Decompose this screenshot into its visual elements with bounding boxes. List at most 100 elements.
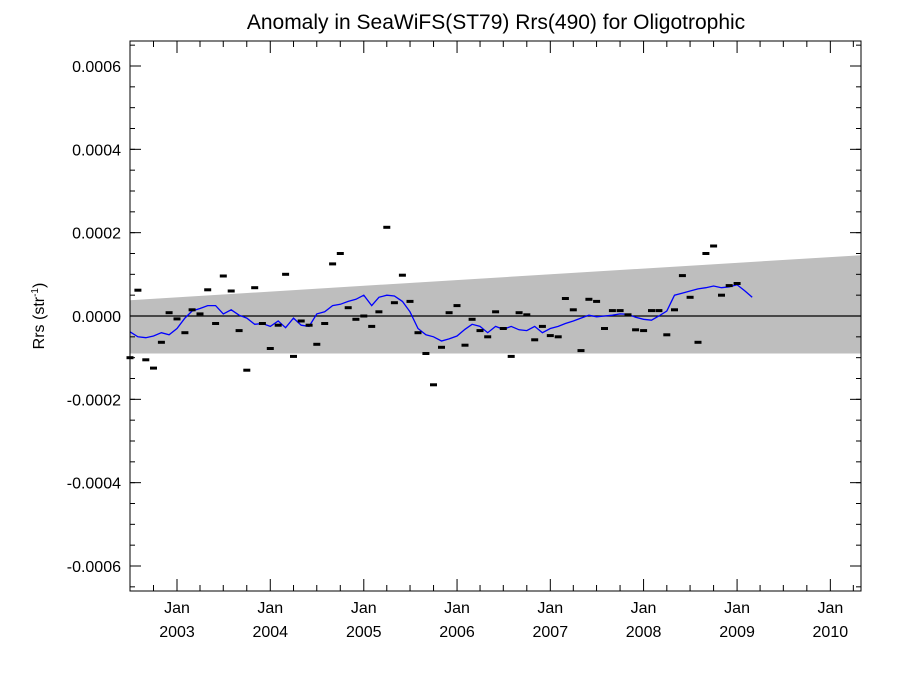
chart-title: Anomaly in SeaWiFS(ST79) Rrs(490) for Ol…: [247, 11, 745, 34]
data-point-1: [134, 288, 142, 292]
data-point-41: [445, 311, 453, 315]
data-point-38: [422, 352, 430, 355]
x-tick-month-label: Jan: [724, 600, 750, 617]
data-point-7: [181, 331, 189, 335]
x-tick-month-label: Jan: [257, 600, 283, 617]
data-point-3: [150, 366, 157, 370]
data-point-51: [523, 313, 531, 317]
data-point-77: [725, 284, 733, 288]
x-tick-year-label: 2007: [533, 624, 569, 641]
y-tick-label: 0.0006: [72, 59, 121, 76]
data-point-71: [678, 274, 686, 278]
data-point-72: [686, 295, 694, 299]
data-point-48: [499, 327, 507, 330]
data-point-39: [430, 383, 437, 387]
data-point-46: [484, 335, 492, 339]
data-point-20: [282, 272, 290, 276]
data-point-21: [290, 354, 297, 358]
data-point-60: [593, 299, 601, 303]
data-point-68: [655, 309, 663, 313]
data-point-4: [157, 340, 165, 344]
data-point-17: [258, 322, 266, 325]
x-tick-month-label: Jan: [817, 600, 843, 617]
y-axis-label-main: Rrs (str: [31, 296, 48, 349]
data-point-70: [671, 308, 678, 312]
data-point-16: [251, 286, 259, 290]
data-point-49: [507, 354, 515, 358]
data-point-23: [305, 323, 313, 327]
data-point-12: [219, 274, 227, 278]
data-point-9: [196, 312, 204, 316]
data-point-33: [383, 225, 391, 229]
data-point-25: [321, 322, 329, 325]
x-tick-month-label: Jan: [444, 600, 470, 617]
x-tick-year-label: 2010: [813, 624, 849, 641]
x-tick-month-label: Jan: [164, 600, 190, 617]
data-point-6: [173, 317, 181, 321]
y-tick-label: 0.0004: [72, 142, 121, 159]
data-point-15: [243, 368, 251, 372]
data-point-31: [368, 324, 376, 328]
data-point-65: [632, 328, 640, 332]
y-tick-label: 0.0000: [72, 309, 121, 326]
data-point-75: [710, 244, 718, 248]
y-tick-label: 0.0002: [72, 226, 121, 243]
data-point-59: [585, 297, 593, 301]
data-point-35: [398, 273, 406, 277]
data-point-53: [538, 324, 546, 328]
data-point-22: [297, 319, 305, 323]
data-point-57: [569, 308, 577, 312]
data-point-73: [694, 340, 702, 344]
y-tick-label: -0.0002: [67, 392, 121, 409]
data-point-67: [648, 309, 655, 313]
y-axis-label-superscript: -1: [30, 288, 41, 297]
data-point-47: [492, 310, 500, 314]
data-points-layer: [126, 225, 741, 387]
y-axis-label-end: ): [31, 283, 48, 288]
data-point-58: [577, 349, 585, 353]
x-tick-year-label: 2004: [252, 624, 288, 641]
data-point-29: [352, 317, 360, 321]
data-point-40: [438, 345, 445, 349]
data-point-37: [414, 331, 422, 335]
data-point-13: [227, 289, 235, 293]
data-point-76: [718, 293, 725, 297]
data-point-30: [360, 314, 368, 318]
x-tick-month-label: Jan: [351, 600, 377, 617]
x-tick-month-label: Jan: [631, 600, 657, 617]
y-tick-label: -0.0006: [67, 559, 121, 576]
y-tick-label: -0.0004: [67, 476, 121, 493]
data-point-36: [406, 299, 414, 303]
x-axis-ticks: Jan 2003 Jan 2004 Jan 2005 Jan 2006 Jan 2007 Jan 20…: [159, 41, 848, 641]
data-point-14: [235, 329, 243, 333]
data-point-32: [375, 310, 383, 314]
trend-line-layer: [129, 284, 753, 342]
data-point-5: [165, 311, 173, 315]
data-point-11: [212, 322, 220, 325]
x-tick-year-label: 2009: [719, 624, 755, 641]
data-point-28: [344, 306, 352, 310]
x-tick-year-label: 2005: [346, 624, 382, 641]
data-point-26: [329, 262, 337, 266]
data-point-2: [142, 358, 150, 362]
confidence-band: [130, 255, 861, 354]
data-point-52: [531, 338, 539, 342]
data-point-63: [616, 309, 624, 313]
data-point-69: [663, 333, 671, 337]
data-point-54: [546, 334, 554, 338]
x-tick-year-label: 2006: [439, 624, 475, 641]
data-point-34: [390, 301, 398, 305]
x-tick-month-label: Jan: [537, 600, 563, 617]
x-tick-year-label: 2003: [159, 624, 195, 641]
data-point-56: [561, 297, 569, 300]
data-point-66: [640, 329, 648, 333]
data-point-19: [274, 323, 282, 327]
data-point-42: [453, 304, 461, 308]
data-point-24: [313, 342, 321, 346]
confidence-band-layer: [130, 255, 861, 354]
y-axis-ticks: 0.0006 0.0004 0.0002 0.0000 -0.0002 -0.0004 -0…: [67, 59, 861, 576]
data-point-18: [266, 347, 274, 350]
y-axis-label: Rrs (str-1): [30, 283, 48, 350]
data-point-78: [733, 282, 741, 285]
